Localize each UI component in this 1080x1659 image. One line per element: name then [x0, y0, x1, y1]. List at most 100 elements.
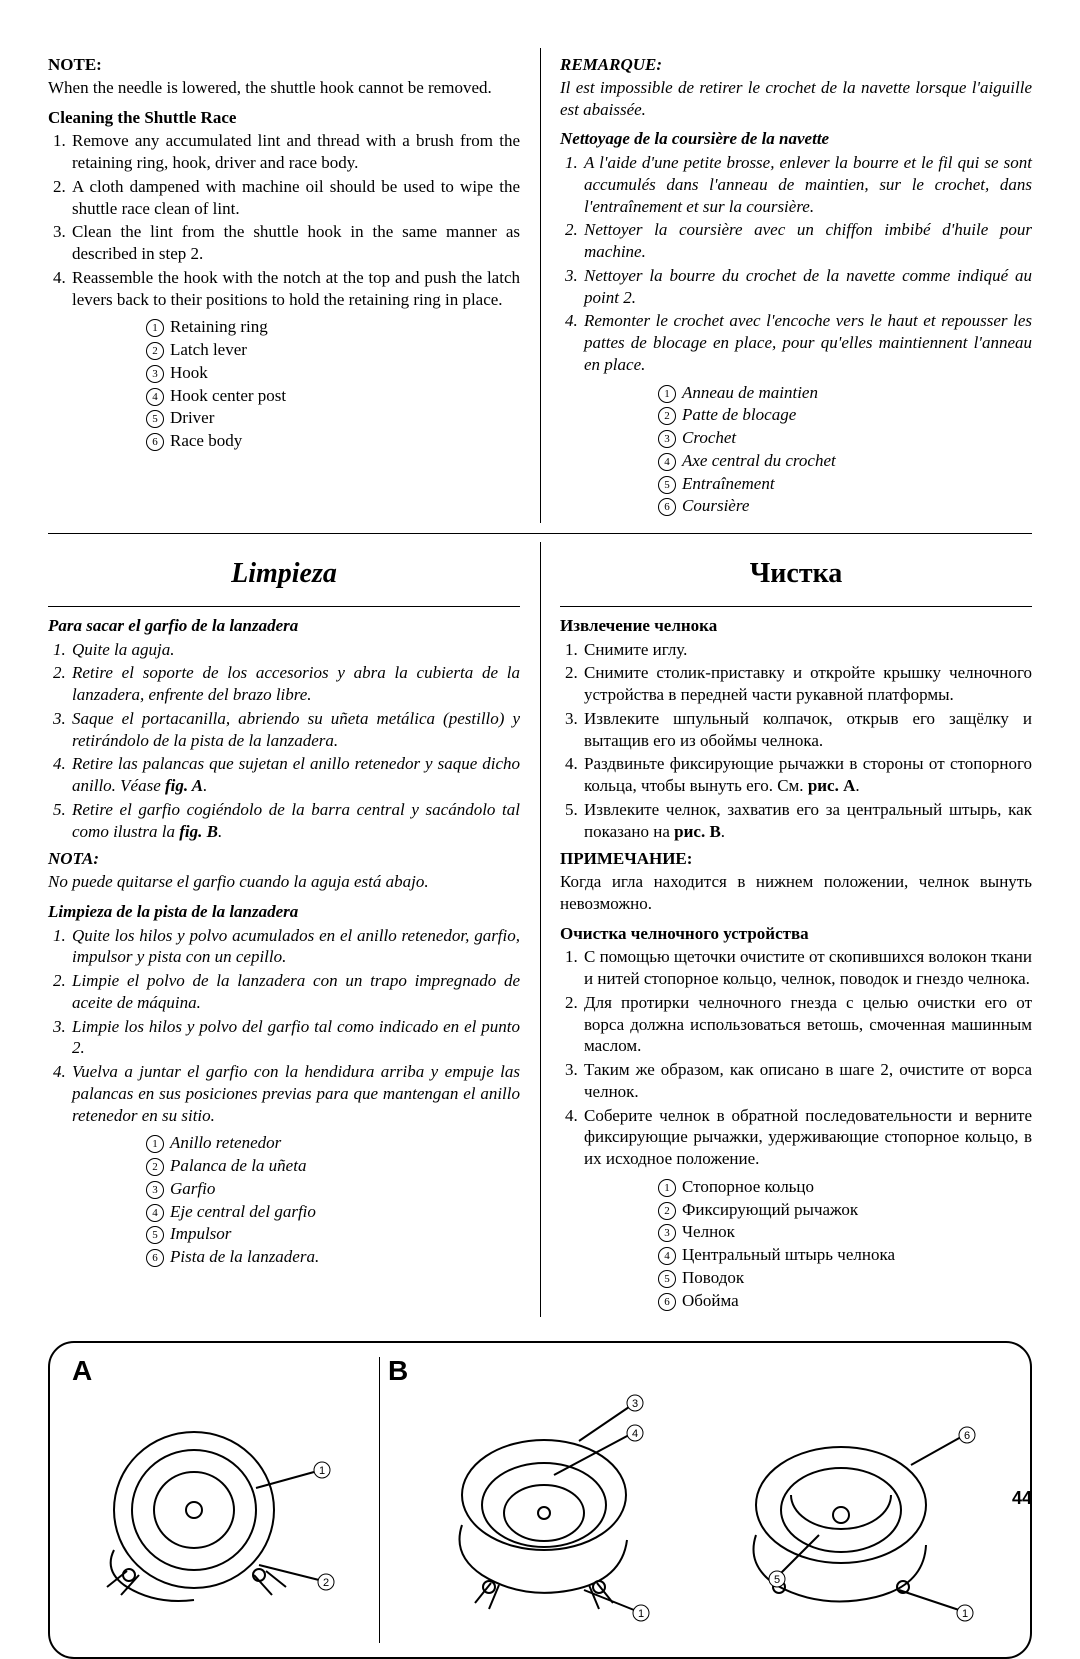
list-item: Извлеките челнок, захватив его за центра…: [582, 799, 1032, 843]
ru-remove-hdr: Извлечение челнока: [560, 615, 1032, 637]
ru-note-body: Когда игла находится в нижнем положении,…: [560, 871, 1032, 915]
list-item: A cloth dampened with machine oil should…: [70, 176, 520, 220]
diagram-separator: [379, 1357, 380, 1643]
list-item: Reassemble the hook with the notch at th…: [70, 267, 520, 311]
part-item: 6Race body: [146, 430, 520, 452]
part-item: 1Стопорное кольцо: [658, 1176, 1032, 1198]
es-title: Limpieza: [48, 556, 520, 592]
divider-top: [48, 533, 1032, 534]
part-item: 2Фиксирующий рычажок: [658, 1199, 1032, 1221]
fr-parts: 1Anneau de maintien 2Patte de blocage 3C…: [560, 382, 1032, 518]
fr-clean-hdr: Nettoyage de la coursière de la navette: [560, 128, 1032, 150]
part-item: 6Pista de la lanzadera.: [146, 1246, 520, 1268]
part-item: 4Axe central du crochet: [658, 450, 1032, 472]
en-clean-steps: Remove any accumulated lint and thread w…: [48, 130, 520, 310]
part-item: 5Driver: [146, 407, 520, 429]
es-remove-hdr: Para sacar el garfio de la lanzadera: [48, 615, 520, 637]
diagram-a: 1 2: [68, 1357, 361, 1643]
col-fr: REMARQUE: Il est impossible de retirer l…: [560, 48, 1032, 523]
part-item: 5Entraînement: [658, 473, 1032, 495]
ru-title: Чистка: [560, 556, 1032, 592]
part-item: 6Обойма: [658, 1290, 1032, 1312]
es-note-hdr: NOTA:: [48, 848, 520, 870]
diagram-label-a: A: [72, 1353, 92, 1389]
part-item: 1Anneau de maintien: [658, 382, 1032, 404]
divider: [48, 606, 520, 607]
part-item: 5Impulsor: [146, 1223, 520, 1245]
list-item: Retire el garfio cogiéndolo de la barra …: [70, 799, 520, 843]
list-item: Раздвиньте фиксирующие рычажки в стороны…: [582, 753, 1032, 797]
svg-text:3: 3: [632, 1398, 638, 1410]
part-item: 4Центральный штырь челнока: [658, 1244, 1032, 1266]
list-item: Извлеките шпульный колпачок, открыв его …: [582, 708, 1032, 752]
list-item: Снимите столик-приставку и откройте крыш…: [582, 662, 1032, 706]
ru-parts: 1Стопорное кольцо 2Фиксирующий рычажок 3…: [560, 1176, 1032, 1312]
ru-clean-hdr: Очистка челночного устройства: [560, 923, 1032, 945]
part-item: 1Retaining ring: [146, 316, 520, 338]
shuttle-diagram-b2-icon: 5 6 1: [721, 1375, 981, 1625]
svg-text:6: 6: [964, 1430, 970, 1442]
list-item: Nettoyer la coursière avec un chiffon im…: [582, 219, 1032, 263]
es-clean-steps: Quite los hilos y polvo acumulados en el…: [48, 925, 520, 1127]
top-columns: NOTE: When the needle is lowered, the sh…: [48, 48, 1032, 523]
fr-clean-steps: A l'aide d'une petite brosse, enlever la…: [560, 152, 1032, 376]
part-item: 3Hook: [146, 362, 520, 384]
page-number: 44: [1012, 1487, 1032, 1510]
ru-clean-steps: С помощью щеточки очистите от скопившихс…: [560, 946, 1032, 1170]
ru-note-hdr: ПРИМЕЧАНИЕ:: [560, 848, 1032, 870]
svg-text:1: 1: [638, 1608, 644, 1620]
part-item: 2Palanca de la uñeta: [146, 1155, 520, 1177]
ru-remove-steps: Снимите иглу. Снимите столик-приставку и…: [560, 639, 1032, 843]
part-item: 3Garfio: [146, 1178, 520, 1200]
list-item: Vuelva a juntar el garfio con la hendidu…: [70, 1061, 520, 1126]
list-item: Remove any accumulated lint and thread w…: [70, 130, 520, 174]
svg-text:4: 4: [632, 1428, 638, 1440]
list-item: Retire el soporte de los accesorios y ab…: [70, 662, 520, 706]
svg-text:5: 5: [774, 1574, 780, 1586]
part-item: 2Latch lever: [146, 339, 520, 361]
es-remove-steps: Quite la aguja. Retire el soporte de los…: [48, 639, 520, 843]
part-item: 3Челнок: [658, 1221, 1032, 1243]
list-item: Соберите челнок в обратной последователь…: [582, 1105, 1032, 1170]
bottom-columns: Limpieza Para sacar el garfio de la lanz…: [48, 542, 1032, 1317]
column-separator: [540, 48, 541, 523]
col-es: Limpieza Para sacar el garfio de la lanz…: [48, 542, 520, 1317]
es-note-body: No puede quitarse el garfio cuando la ag…: [48, 871, 520, 893]
list-item: A l'aide d'une petite brosse, enlever la…: [582, 152, 1032, 217]
part-item: 1Anillo retenedor: [146, 1132, 520, 1154]
list-item: Для протирки челночного гнезда с целью о…: [582, 992, 1032, 1057]
en-clean-hdr: Cleaning the Shuttle Race: [48, 107, 520, 129]
col-ru: Чистка Извлечение челнока Снимите иглу. …: [560, 542, 1032, 1317]
part-item: 4Eje central del garfio: [146, 1201, 520, 1223]
shuttle-diagram-a-icon: 1 2: [84, 1380, 344, 1620]
part-item: 6Coursière: [658, 495, 1032, 517]
list-item: Limpie el polvo de la lanzadera con un t…: [70, 970, 520, 1014]
list-item: С помощью щеточки очистите от скопившихс…: [582, 946, 1032, 990]
en-note-body: When the needle is lowered, the shuttle …: [48, 77, 520, 99]
svg-text:1: 1: [319, 1465, 325, 1477]
divider: [560, 606, 1032, 607]
part-item: 2Patte de blocage: [658, 404, 1032, 426]
part-item: 5Поводок: [658, 1267, 1032, 1289]
fr-note-body: Il est impossible de retirer le crochet …: [560, 77, 1032, 121]
list-item: Таким же образом, как описано в шаге 2, …: [582, 1059, 1032, 1103]
list-item: Nettoyer la bourre du crochet de la nave…: [582, 265, 1032, 309]
en-parts: 1Retaining ring 2Latch lever 3Hook 4Hook…: [48, 316, 520, 452]
list-item: Saque el portacanilla, abriendo su uñeta…: [70, 708, 520, 752]
list-item: Retire las palancas que sujetan el anill…: [70, 753, 520, 797]
diagram-b: 3 4 1 5 6 1: [398, 1357, 1012, 1643]
column-separator: [540, 542, 541, 1317]
en-note-hdr: NOTE:: [48, 54, 520, 76]
es-parts: 1Anillo retenedor 2Palanca de la uñeta 3…: [48, 1132, 520, 1268]
list-item: Quite los hilos y polvo acumulados en el…: [70, 925, 520, 969]
part-item: 3Crochet: [658, 427, 1032, 449]
list-item: Clean the lint from the shuttle hook in …: [70, 221, 520, 265]
svg-text:2: 2: [323, 1577, 329, 1589]
diagram-label-b: B: [388, 1353, 408, 1389]
diagram-box: A 1 2 B: [48, 1341, 1032, 1659]
col-en: NOTE: When the needle is lowered, the sh…: [48, 48, 520, 523]
list-item: Remonter le crochet avec l'encoche vers …: [582, 310, 1032, 375]
part-item: 4Hook center post: [146, 385, 520, 407]
list-item: Limpie los hilos y polvo del garfio tal …: [70, 1016, 520, 1060]
list-item: Снимите иглу.: [582, 639, 1032, 661]
